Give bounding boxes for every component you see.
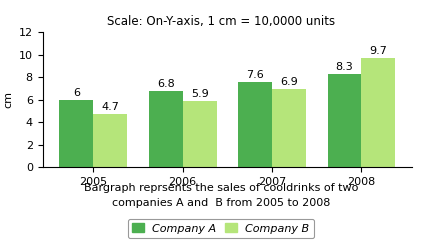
Text: 8.3: 8.3: [336, 62, 353, 72]
Text: Bargraph reprsents the sales of cooldrinks of two: Bargraph reprsents the sales of cooldrin…: [84, 183, 358, 193]
Legend: Company A, Company B: Company A, Company B: [128, 219, 314, 238]
Bar: [272, 90, 306, 167]
Bar: [183, 101, 217, 167]
Text: Scale: On-Y-axis, 1 cm = 10,0000 units: Scale: On-Y-axis, 1 cm = 10,0000 units: [107, 15, 335, 28]
Text: companies A and  B from 2005 to 2008: companies A and B from 2005 to 2008: [112, 198, 330, 208]
Bar: [60, 100, 93, 167]
Text: 9.7: 9.7: [369, 46, 388, 56]
Bar: [149, 91, 183, 167]
Y-axis label: cm: cm: [3, 91, 13, 108]
Text: 6.8: 6.8: [157, 78, 175, 89]
Bar: [93, 114, 127, 167]
Text: 7.6: 7.6: [246, 70, 264, 79]
Bar: [238, 82, 272, 167]
Text: 6.9: 6.9: [280, 77, 298, 87]
Bar: [328, 74, 362, 167]
Bar: [362, 58, 395, 167]
Text: 4.7: 4.7: [101, 102, 119, 112]
Text: 6: 6: [73, 88, 80, 98]
Text: 5.9: 5.9: [191, 89, 209, 99]
